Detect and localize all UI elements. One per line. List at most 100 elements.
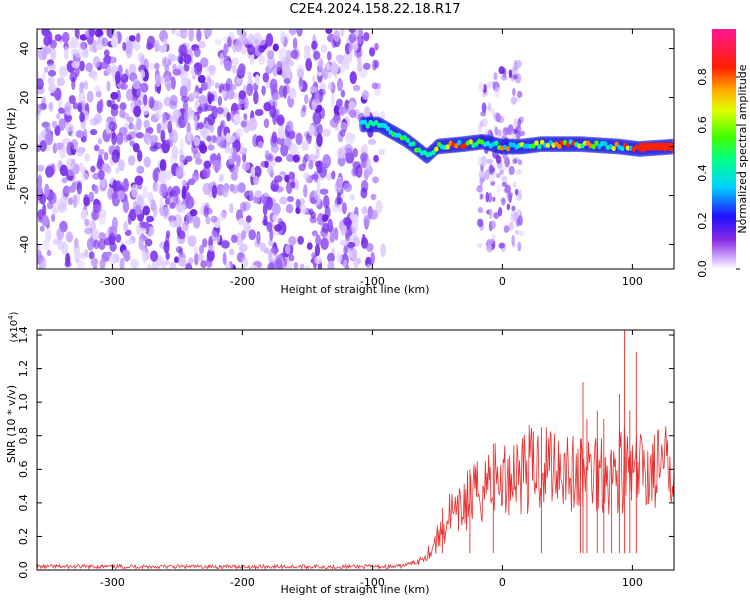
spectrogram-noise-cell (110, 55, 116, 69)
spectrogram-noise-cell (155, 109, 163, 120)
spectrogram-burst-cell (481, 102, 487, 113)
spectrogram-noise-cell (100, 179, 106, 188)
spectrogram-noise-cell (128, 63, 137, 76)
spectrogram-noise-cell (330, 93, 335, 108)
spectrogram-noise-cell (46, 249, 52, 257)
spectrogram-burst-cell (516, 90, 523, 98)
spectrogram-noise-cell (271, 92, 281, 101)
spectrogram-noise-cell (39, 140, 47, 152)
spectrogram-noise-cell (355, 164, 363, 178)
spectrogram-burst-cell (517, 159, 523, 166)
spectrogram-noise-cell (49, 47, 57, 60)
spectrogram-ridge-tail (638, 142, 674, 151)
spectrogram-burst-cell (490, 180, 496, 186)
spectrogram-noise-cell (85, 62, 93, 73)
spectrogram-noise-cell (275, 258, 283, 269)
spectrogram-noise-cell (265, 80, 271, 89)
spectrogram-noise-cell (143, 94, 148, 107)
spectrogram-burst-cell (496, 184, 502, 194)
spectrogram-noise-cell (42, 239, 50, 251)
spectrogram-noise-cell (41, 72, 46, 81)
spectrogram-noise-cell (327, 218, 333, 233)
snr-y-tick-label: 0.0 (17, 561, 30, 579)
spectrogram-noise-cell (155, 73, 161, 88)
spectrogram-noise-cell (77, 103, 83, 112)
spectrogram-noise-cell (44, 183, 50, 198)
spectrogram-ridge-core (431, 150, 436, 156)
spectrogram-burst-cell (514, 229, 519, 235)
spectrogram-noise-cell (75, 130, 85, 139)
spectrogram-burst-cell (506, 190, 514, 200)
spectrogram-noise-cell (374, 43, 379, 51)
spectrogram-noise-cell (268, 250, 273, 264)
spectrogram-noise-cell (289, 174, 296, 182)
spectrogram-noise-cell (117, 159, 125, 172)
snr-y-tick-label: 0.2 (17, 528, 30, 546)
spectrogram-ridge-core (457, 139, 462, 146)
spectrogram-noise-cell (37, 70, 40, 80)
spectrogram-noise-cell (188, 107, 193, 117)
spectrogram-noise-cell (375, 200, 383, 214)
spectrogram-ridge-core (534, 140, 539, 146)
spectrogram-noise-cell (67, 168, 76, 177)
spectrogram-noise-cell (196, 253, 205, 261)
spectrogram-noise-cell (206, 135, 212, 142)
spectrogram-burst-cell (478, 81, 485, 93)
spectrogram-noise-cell (79, 81, 86, 89)
spectrogram-burst-cell (497, 206, 503, 217)
spectrogram-noise-cell (206, 91, 213, 104)
spectrogram-noise-cell (86, 237, 95, 251)
spectrogram-noise-cell (337, 203, 342, 213)
spectrogram-noise-cell (159, 196, 164, 209)
spectrogram-noise-cell (37, 184, 43, 195)
spectrogram-noise-cell (161, 206, 171, 220)
spectrogram-noise-cell (258, 53, 266, 66)
spectrogram-noise-cell (54, 33, 62, 42)
spectrogram-noise-cell (47, 76, 55, 86)
spectrogram-noise-cell (170, 129, 178, 144)
spectrogram-noise-cell (322, 128, 331, 137)
spectrogram-noise-cell (239, 201, 247, 213)
spectrogram-noise-cell (49, 101, 54, 113)
spectrogram-ridge-core (362, 119, 368, 125)
spectrogram-noise-cell (106, 80, 111, 92)
spectrogram-noise-cell (216, 106, 224, 115)
spectrogram-burst-cell (517, 241, 522, 252)
spectrogram-noise-cell (56, 113, 61, 120)
spectrogram-noise-cell (116, 89, 121, 103)
spectrogram-burst-cell (508, 192, 513, 204)
spectrogram-noise-cell (127, 131, 136, 140)
spectrogram-noise-cell (175, 165, 183, 180)
spectrogram-noise-cell (97, 138, 103, 145)
spectrogram-ridge-core (614, 141, 619, 147)
spectrogram-ridge-core (494, 140, 499, 146)
spectrogram-noise-cell (265, 33, 274, 47)
snr-y-tick-label: 0.8 (17, 427, 30, 445)
spectrogram-noise-cell (247, 71, 253, 80)
spectrogram-noise-cell (217, 125, 222, 137)
spectrogram-noise-cell (145, 126, 154, 135)
spectrogram-noise-cell (110, 106, 119, 117)
spectrogram-noise-cell (136, 165, 145, 174)
spectrogram-noise-cell (146, 263, 152, 269)
spectrogram-burst-cell (507, 124, 514, 136)
spectrogram-noise-cell (203, 160, 212, 169)
spectrogram-noise-cell (305, 264, 310, 269)
spectrogram-burst-cell (478, 170, 486, 179)
spectrogram-noise-cell (124, 40, 133, 55)
spectrogram-ridge-core (537, 144, 542, 150)
spectrogram-noise-cell (164, 197, 171, 206)
spectrogram-noise-cell (73, 163, 80, 175)
spectrogram-noise-cell (370, 193, 377, 201)
spectrogram-noise-cell (124, 253, 131, 262)
spectrogram-y-ticks: -40 -20 0 20 40 (18, 42, 674, 253)
spectrogram-x-tick-label: 100 (622, 275, 643, 288)
spectrogram-burst-cell (498, 242, 505, 249)
spectrogram-noise-cell (130, 258, 139, 269)
spectrogram-noise-cell (309, 86, 318, 93)
spectrogram-noise-cell (192, 215, 201, 229)
spectrogram-noise-cell (72, 102, 79, 110)
spectrogram-noise-cell (308, 159, 314, 170)
spectrogram-noise-cell (288, 236, 297, 246)
spectrogram-noise-cell (329, 117, 339, 128)
